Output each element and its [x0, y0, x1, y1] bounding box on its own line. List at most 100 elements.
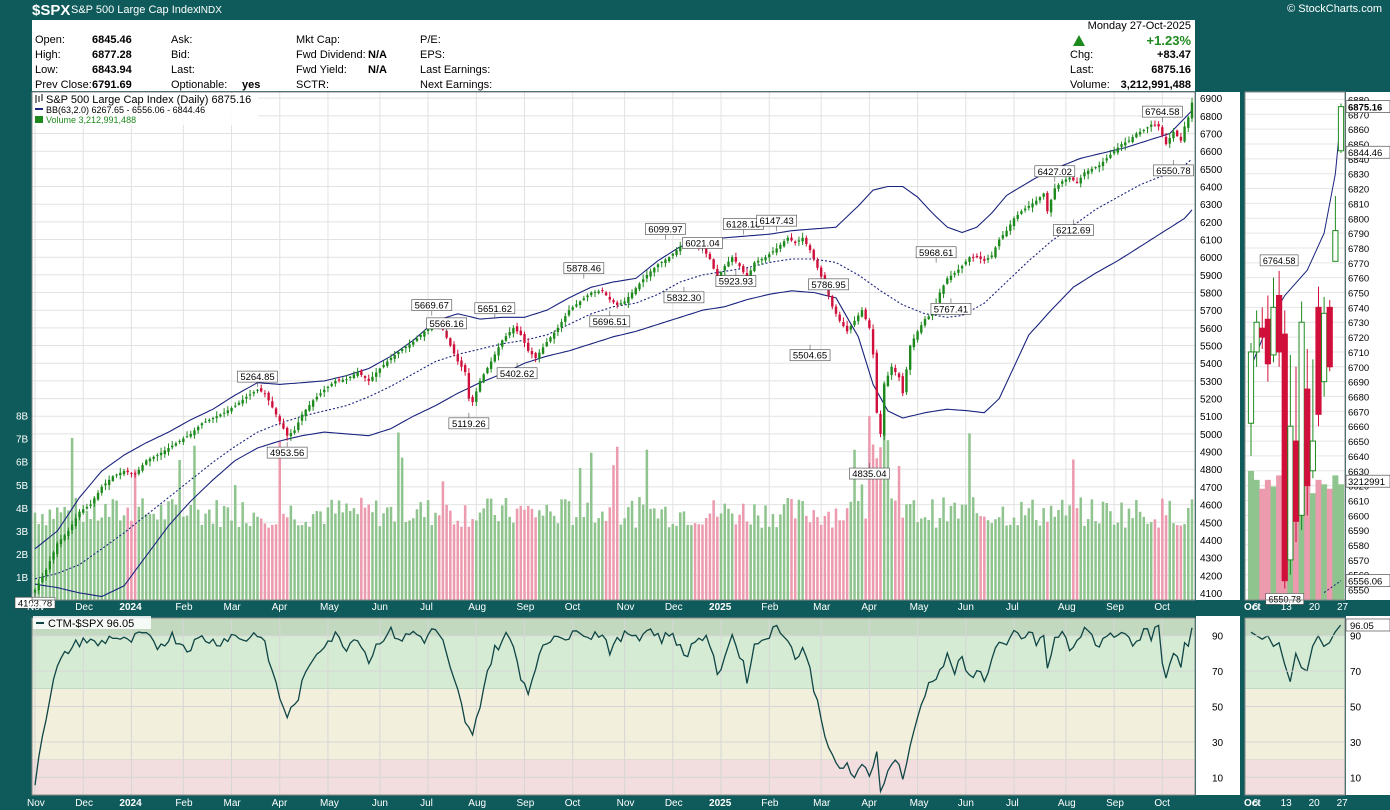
candle-body: [819, 267, 823, 277]
candle-body: [1020, 211, 1023, 214]
zoom-ctm-x-label: 20: [1309, 798, 1321, 809]
candle-body: [1116, 147, 1120, 153]
zoom-candle-body: [1337, 106, 1345, 152]
month-label: Jun: [372, 602, 388, 613]
last2-value: 6875.16: [1151, 64, 1191, 76]
volume-bar: [130, 520, 133, 600]
candle-body: [742, 266, 745, 273]
candle-body: [1183, 126, 1186, 142]
candle-body: [1001, 235, 1005, 239]
candle-body: [508, 332, 511, 336]
candle-body: [289, 433, 293, 437]
candle-body: [152, 456, 155, 459]
candle-body: [597, 291, 600, 294]
candle-body: [608, 296, 611, 300]
zoom-ctm-value: 96.05: [1350, 621, 1374, 632]
volume-bar: [371, 512, 374, 600]
candle-body: [82, 509, 85, 513]
volume-bar: [378, 526, 382, 600]
candle-body: [1046, 192, 1049, 212]
candle-body: [849, 326, 853, 330]
open-value: 6845.46: [92, 34, 132, 46]
ctm-month-label: Aug: [1058, 798, 1076, 809]
volume-bar: [170, 499, 174, 600]
volume-bar: [93, 497, 96, 600]
zoom-tick-label: 6660: [1348, 422, 1369, 433]
volume-bar: [1098, 523, 1101, 600]
candle-body: [864, 309, 867, 320]
volume-bar: [315, 511, 319, 600]
zoom-tick-label: 6610: [1348, 496, 1369, 507]
volume-bar: [126, 507, 129, 600]
candle-body: [256, 389, 259, 391]
candle-body: [419, 334, 422, 338]
quote-date: Monday 27-Oct-2025: [1087, 20, 1191, 32]
volume-bar: [1131, 518, 1134, 600]
annotation-label: 6128.18: [726, 220, 760, 231]
candle-body: [1190, 102, 1194, 119]
volume-bar: [297, 525, 300, 600]
zoom-volume-bar: [1264, 479, 1271, 600]
volume-bar: [423, 517, 426, 600]
volume-bar: [1187, 507, 1190, 600]
candle-body: [1038, 197, 1042, 201]
annotation-label: 5504.65: [793, 351, 827, 362]
volume-bar: [912, 500, 916, 600]
candle-body: [267, 392, 270, 401]
candle-body: [860, 310, 864, 317]
candle-body: [1086, 170, 1090, 175]
candle-body: [145, 460, 148, 465]
candle-body: [345, 379, 348, 381]
candle-body: [245, 396, 248, 399]
candle-body: [816, 259, 819, 268]
volume-bar: [1138, 511, 1142, 600]
volume-bar: [504, 498, 508, 600]
candle-body: [890, 366, 893, 376]
fwd-dividend-label: Fwd Dividend:: [296, 49, 366, 61]
volume-bar: [1042, 508, 1045, 600]
volume-bar: [285, 517, 289, 600]
zoom-volume-bar: [1259, 488, 1266, 600]
volume-bar: [1116, 522, 1120, 600]
candle-body: [230, 407, 233, 412]
volume-bar: [1101, 501, 1105, 600]
zoom-value-label: 6875.16: [1348, 103, 1382, 114]
price-tick-label: 4500: [1200, 518, 1223, 529]
volume-bar: [816, 517, 819, 600]
annotation-box: [682, 237, 723, 249]
volume-bar: [786, 497, 790, 600]
candle-body: [1057, 184, 1060, 189]
volume-bar: [1142, 516, 1146, 600]
annotation-label: 4835.04: [852, 469, 886, 480]
candle-body: [167, 448, 170, 452]
candle-body: [326, 386, 330, 389]
brand-credit[interactable]: © StockCharts.com: [1287, 3, 1382, 15]
candle-body: [234, 405, 237, 407]
zoom-annotation-box: [1265, 593, 1305, 605]
volume-bar: [437, 515, 441, 600]
candle-body: [252, 392, 255, 394]
candle-body: [1098, 165, 1101, 168]
volume-bar: [834, 508, 838, 600]
zoom-tick-label: 6650: [1348, 437, 1369, 448]
volume-bar: [749, 524, 752, 600]
annotation-label: 5968.61: [919, 248, 953, 259]
annotation-label: 5119.26: [452, 419, 486, 430]
volume-bar: [641, 504, 645, 600]
candle-body: [126, 470, 129, 473]
candle-body: [196, 426, 200, 431]
ctm-month-label: Oct: [565, 798, 581, 809]
bid-label: Bid:: [171, 49, 190, 61]
annotation-label: 5669.67: [415, 301, 449, 312]
candle-body: [723, 266, 726, 271]
candle-body: [182, 438, 185, 443]
candle-body: [1187, 117, 1190, 128]
price-tick-label: 5200: [1200, 395, 1223, 406]
volume-bar: [860, 484, 864, 600]
candle-body: [486, 367, 489, 374]
volume-bar: [827, 511, 830, 600]
price-tick-label: 4900: [1200, 448, 1223, 459]
volume-bar: [931, 499, 934, 600]
volume-bar: [897, 465, 901, 600]
